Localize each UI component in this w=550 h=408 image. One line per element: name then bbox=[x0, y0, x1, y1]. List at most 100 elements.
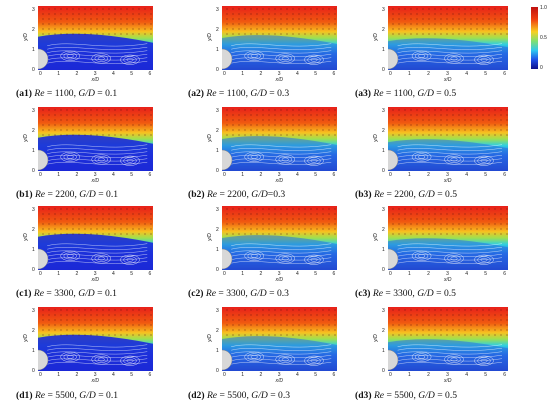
vortex-streamline bbox=[450, 357, 458, 362]
x-tick-label: 3 bbox=[93, 172, 97, 178]
gd-symbol: G/D bbox=[418, 390, 435, 401]
y-tick-label: 3 bbox=[32, 7, 35, 13]
flow-field-plot bbox=[38, 107, 153, 171]
gd-symbol: G/D bbox=[250, 88, 267, 99]
panel-tag: (d1) bbox=[16, 390, 33, 401]
cylinder-shape bbox=[222, 48, 233, 70]
vortex-streamline bbox=[447, 55, 461, 62]
y-tick-label: 3 bbox=[216, 308, 219, 314]
panel-caption-d3: (d3) Re = 5500, G/D = 0.5 bbox=[355, 390, 458, 401]
gd-value: 0.3 bbox=[277, 88, 290, 99]
y-tick-label: 1 bbox=[382, 47, 385, 53]
x-axis-label: x/D bbox=[444, 277, 452, 283]
vortex-streamline bbox=[307, 256, 321, 264]
vortex-streamline bbox=[250, 355, 258, 359]
x-tick-label: 6 bbox=[332, 372, 336, 378]
x-tick-label: 4 bbox=[112, 372, 115, 378]
colorbar-tick-mid: 0.5 bbox=[540, 35, 547, 41]
re-value: 3300 bbox=[393, 288, 413, 299]
vortex-streamline bbox=[126, 358, 134, 363]
vortex-streamline bbox=[275, 253, 296, 264]
streamline bbox=[397, 351, 503, 355]
vortex-streamline bbox=[304, 355, 324, 366]
x-tick-label: 5 bbox=[484, 372, 488, 378]
panel-tag: (d3) bbox=[355, 390, 372, 401]
vortex-streamline bbox=[414, 353, 429, 361]
y-axis-label: y/D bbox=[206, 33, 213, 41]
y-tick-label: 3 bbox=[32, 308, 35, 314]
x-tick-label: 0 bbox=[389, 271, 392, 277]
x-tick-label: 0 bbox=[223, 372, 226, 378]
streamline bbox=[47, 43, 148, 47]
x-tick-label: 2 bbox=[75, 271, 79, 277]
vortex-streamline bbox=[447, 156, 461, 163]
vortex-streamline bbox=[281, 157, 289, 162]
streamline bbox=[231, 151, 332, 155]
y-tick-label: 3 bbox=[382, 7, 385, 13]
gd-value: 0.3 bbox=[273, 189, 286, 200]
vortex-streamline bbox=[414, 252, 429, 260]
x-tick-label: 1 bbox=[241, 71, 245, 77]
cylinder-shape bbox=[388, 248, 399, 270]
x-tick-label: 4 bbox=[296, 271, 299, 277]
gd-symbol: G/D bbox=[251, 390, 268, 401]
vortex-streamline bbox=[91, 53, 112, 64]
cylinder-shape bbox=[388, 48, 399, 70]
colorbar bbox=[531, 7, 538, 69]
vortex-streamline bbox=[414, 52, 429, 60]
cylinder-shape bbox=[38, 149, 49, 171]
x-axis-label: x/D bbox=[444, 178, 452, 184]
streamline bbox=[231, 250, 332, 254]
streamline bbox=[47, 250, 148, 254]
streamline bbox=[47, 351, 148, 355]
x-tick-label: 0 bbox=[223, 172, 226, 178]
vortex-streamline bbox=[66, 155, 74, 159]
flow-field-plot bbox=[38, 307, 153, 371]
streamline bbox=[47, 246, 148, 250]
y-tick-label: 2 bbox=[382, 128, 385, 134]
streamline bbox=[47, 253, 148, 257]
y-tick-label: 2 bbox=[32, 227, 35, 233]
x-tick-label: 1 bbox=[57, 172, 61, 178]
vortex-streamline bbox=[60, 151, 81, 162]
vortex-streamline bbox=[418, 355, 426, 359]
streamline bbox=[397, 361, 503, 365]
x-axis-label: x/D bbox=[275, 277, 284, 283]
x-tick-label: 5 bbox=[130, 372, 134, 378]
panel-caption-a1: (a1) Re = 1100, G/D = 0.1 bbox=[16, 88, 118, 99]
x-tick-label: 3 bbox=[446, 172, 449, 178]
gd-value: 0.1 bbox=[104, 288, 117, 299]
x-tick-label: 1 bbox=[57, 71, 61, 77]
vortex-streamline bbox=[450, 157, 458, 162]
vortex-streamline bbox=[60, 351, 81, 362]
vortex-streamline bbox=[477, 56, 491, 64]
x-tick-label: 6 bbox=[148, 372, 152, 378]
y-tick-label: 2 bbox=[32, 128, 35, 134]
vortex-streamline bbox=[281, 357, 289, 362]
x-tick-label: 2 bbox=[75, 372, 79, 378]
vortex-streamline bbox=[120, 355, 140, 366]
panel-caption-a3: (a3) Re = 1100, G/D = 0.5 bbox=[355, 88, 457, 99]
vortex-streamline bbox=[411, 151, 432, 162]
vortex-streamline bbox=[247, 153, 261, 161]
vortex-streamline bbox=[94, 156, 108, 163]
y-axis-label: y/D bbox=[372, 134, 379, 142]
gd-value: 0.3 bbox=[278, 390, 291, 401]
y-tick-label: 2 bbox=[216, 227, 219, 233]
y-tick-label: 3 bbox=[32, 108, 35, 114]
streamline bbox=[231, 260, 332, 264]
flow-field-plot bbox=[388, 6, 508, 70]
x-axis-label: x/D bbox=[91, 378, 100, 384]
panel-caption-a2: (a2) Re = 1100, G/D = 0.3 bbox=[188, 88, 290, 99]
y-tick-label: 2 bbox=[32, 27, 35, 33]
y-tick-label: 2 bbox=[382, 27, 385, 33]
vortex-streamline bbox=[278, 156, 292, 163]
re-value: 5500 bbox=[227, 390, 247, 401]
streamline bbox=[397, 43, 503, 47]
streamline bbox=[231, 344, 332, 348]
vortex-streamline bbox=[91, 154, 112, 165]
vortex-streamline bbox=[278, 255, 292, 262]
x-tick-label: 6 bbox=[503, 271, 507, 277]
vortex-streamline bbox=[66, 254, 74, 258]
y-tick-label: 1 bbox=[382, 247, 385, 253]
